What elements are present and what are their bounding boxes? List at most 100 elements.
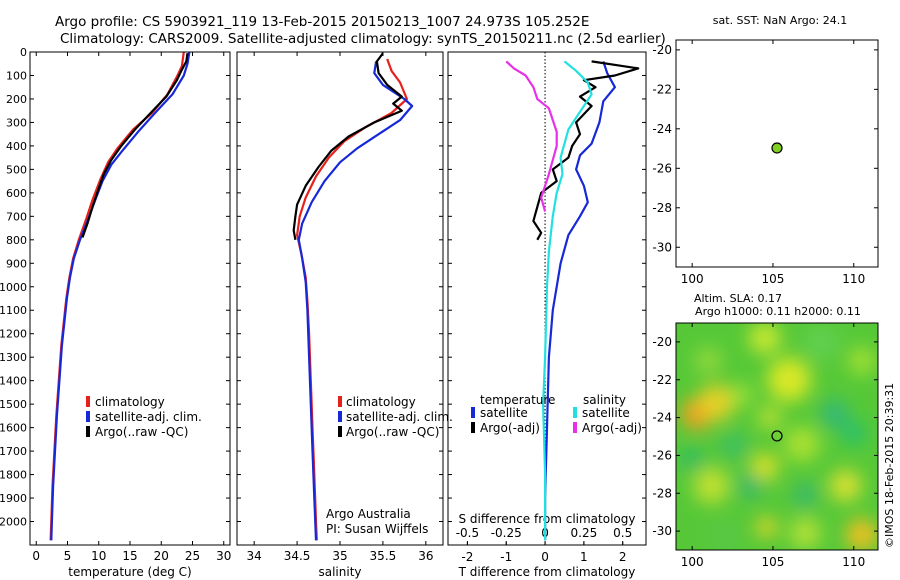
y-tick-label: 800 bbox=[6, 234, 27, 247]
y-tick-label: -28 bbox=[652, 486, 672, 500]
series-line-climatology bbox=[49, 51, 185, 541]
x-tick-label: 110 bbox=[842, 555, 865, 569]
difference-legend: temperature salinity satellite Argo(-adj… bbox=[471, 393, 642, 435]
y-tick-label: 200 bbox=[6, 93, 27, 106]
heatmap-blob bbox=[784, 426, 821, 463]
legend-label-satellite: satellite-adj. clim. bbox=[95, 410, 202, 424]
panel-sst-title: sat. SST: NaN Argo: 24.1 bbox=[713, 14, 847, 27]
x-tick-label: 34 bbox=[247, 549, 262, 563]
x-tick-label: 105 bbox=[762, 272, 785, 286]
heatmap-blob bbox=[803, 323, 840, 360]
x-tick-label-S: -0.5 bbox=[456, 526, 479, 540]
y-tick-label: 1800 bbox=[0, 469, 27, 482]
location-sla-panel: -20 -22 -24 -26 -28 -30 100 105 110 bbox=[652, 322, 879, 569]
heatmap-blob bbox=[748, 323, 781, 355]
legend-label-sal-argo: Argo(-adj) bbox=[582, 421, 642, 435]
y-tick-label: 1000 bbox=[0, 281, 27, 294]
y-tick-label: -28 bbox=[652, 201, 672, 215]
legend-label-argo: Argo(..raw -QC) bbox=[95, 425, 188, 439]
legend-title-temperature: temperature bbox=[480, 393, 555, 407]
temperature-legend: climatology satellite-adj. clim. Argo(..… bbox=[86, 395, 202, 439]
x-axis-label-top: S difference from climatology bbox=[459, 512, 636, 526]
x-tick-label: 110 bbox=[842, 272, 865, 286]
copyright-label: ©IMOS 18-Feb-2015 20:39:31 bbox=[883, 383, 896, 548]
x-tick-label: 35 bbox=[332, 549, 347, 563]
series-line-satellite-adj-clim- bbox=[297, 61, 414, 541]
heatmap-blob bbox=[756, 517, 777, 538]
x-tick-label-S: 0.5 bbox=[613, 526, 632, 540]
y-tick-label: -22 bbox=[652, 373, 672, 387]
pi-label: PI: Susan Wijffels bbox=[326, 522, 428, 536]
series-line-argo-adj- bbox=[505, 60, 558, 212]
y-tick-label: -30 bbox=[652, 240, 672, 254]
heatmap-blob bbox=[720, 431, 749, 460]
y-tick-label: -30 bbox=[652, 524, 672, 538]
y-tick-label: -20 bbox=[652, 43, 672, 57]
heatmap-blob bbox=[710, 522, 739, 550]
salinity-panel: 34 34.5 35 35.5 36 salinity bbox=[236, 51, 444, 579]
argo-location-marker bbox=[771, 430, 783, 442]
heatmap-blob bbox=[750, 452, 779, 481]
figure-title-line2: Climatology: CARS2009. Satellite-adjuste… bbox=[60, 31, 666, 47]
legend-swatch-satellite bbox=[338, 411, 342, 422]
y-tick-label: -26 bbox=[652, 161, 672, 175]
y-tick-label: 2000 bbox=[0, 516, 27, 529]
y-tick-label: -26 bbox=[652, 448, 672, 462]
panel-sla-title-line1: Altim. SLA: 0.17 bbox=[694, 292, 782, 305]
x-tick-label: 30 bbox=[216, 549, 231, 563]
y-tick-label: 900 bbox=[6, 257, 27, 270]
legend-swatch-argo bbox=[86, 426, 90, 437]
legend-swatch-sal-satellite bbox=[573, 407, 577, 418]
x-tick-label-T: -2 bbox=[461, 550, 473, 564]
heatmap-blobs bbox=[680, 323, 878, 550]
y-tick-label: -24 bbox=[652, 411, 672, 425]
legend-swatch-temp-satellite bbox=[471, 407, 475, 418]
salinity-legend: climatology satellite-adj. clim. Argo(..… bbox=[338, 395, 453, 439]
series-line-argo-raw-qc- bbox=[292, 52, 403, 240]
plot-frame bbox=[675, 322, 879, 551]
heatmap-blob bbox=[847, 346, 876, 375]
y-tick-label: 1700 bbox=[0, 445, 27, 458]
y-tick-label: 1600 bbox=[0, 422, 27, 435]
heatmap-field bbox=[676, 323, 878, 550]
x-tick-label: 15 bbox=[122, 549, 137, 563]
heatmap-blob bbox=[767, 357, 812, 402]
series-line-satellite-adj-clim- bbox=[50, 51, 191, 541]
y-tick-label: 400 bbox=[6, 140, 27, 153]
x-axis-label: temperature (deg C) bbox=[68, 565, 191, 579]
y-tick-label: 100 bbox=[6, 69, 27, 82]
y-tick-label: 700 bbox=[6, 210, 27, 223]
heatmap-blob bbox=[829, 469, 862, 502]
legend-swatch-climatology bbox=[86, 396, 90, 407]
x-tick-label-S: -0.25 bbox=[491, 526, 522, 540]
y-tick-label: 1300 bbox=[0, 351, 27, 364]
x-tick-label-T: -1 bbox=[500, 550, 512, 564]
x-tick-label: 10 bbox=[91, 549, 106, 563]
x-tick-label: 36 bbox=[418, 549, 433, 563]
y-tick-label: 600 bbox=[6, 187, 27, 200]
x-tick-label: 100 bbox=[681, 272, 704, 286]
legend-label-temp-argo: Argo(-adj) bbox=[480, 421, 540, 435]
x-tick-label: 5 bbox=[64, 549, 72, 563]
heatmap-blob bbox=[728, 382, 753, 407]
panel-sla-title-line2: Argo h1000: 0.11 h2000: 0.11 bbox=[695, 305, 861, 318]
x-tick-label: 35.5 bbox=[370, 549, 397, 563]
x-tick-label: 20 bbox=[154, 549, 169, 563]
x-axis-label: salinity bbox=[318, 565, 361, 579]
plot-frame bbox=[236, 51, 444, 546]
y-tick-label: 1100 bbox=[0, 304, 27, 317]
x-tick-label-T: 2 bbox=[619, 550, 627, 564]
heatmap-blob bbox=[680, 447, 705, 472]
argo-location-marker bbox=[771, 142, 783, 154]
legend-swatch-satellite bbox=[86, 411, 90, 422]
y-tick-label: 0 bbox=[20, 46, 27, 59]
x-tick-label: 25 bbox=[185, 549, 200, 563]
legend-swatch-temp-argo bbox=[471, 422, 475, 433]
legend-label-satellite: satellite-adj. clim. bbox=[346, 410, 453, 424]
legend-label-climatology: climatology bbox=[95, 395, 165, 409]
legend-swatch-argo bbox=[338, 426, 342, 437]
legend-label-sal-satellite: satellite bbox=[582, 406, 630, 420]
heatmap-blob bbox=[820, 399, 849, 428]
y-tick-label: 1400 bbox=[0, 375, 27, 388]
plot-frame bbox=[675, 39, 879, 268]
